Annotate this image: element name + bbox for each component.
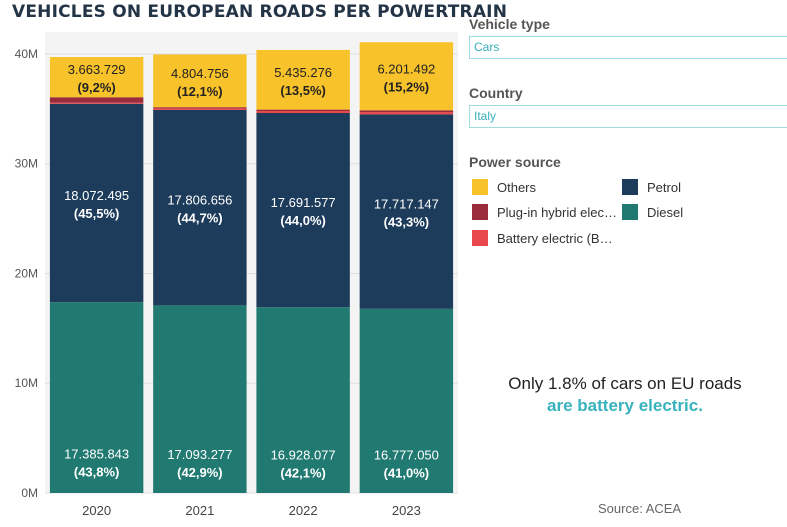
- bar-diesel-2023: [359, 308, 454, 493]
- callout-line-1: Only 1.8% of cars on EU roads: [508, 374, 742, 393]
- data-label-petrol-2021: 17.806.656: [167, 193, 232, 208]
- data-share-others-2023: (15,2%): [384, 79, 430, 94]
- data-share-petrol-2023: (43,3%): [384, 215, 430, 230]
- y-tick-30m: 30M: [15, 157, 38, 171]
- data-label-diesel-2021: 17.093.277: [167, 447, 232, 462]
- data-share-diesel-2023: (41,0%): [384, 466, 430, 481]
- data-share-others-2022: (13,5%): [280, 83, 326, 98]
- y-tick-0m: 0M: [21, 486, 38, 500]
- bar-petrol-2021: [153, 109, 247, 306]
- bar-others-2020: [49, 57, 144, 98]
- bar-others-2021: [153, 54, 247, 108]
- legend-item-petrol[interactable]: Petrol: [622, 178, 681, 196]
- data-share-others-2021: (12,1%): [177, 84, 223, 99]
- bar-others-2022: [256, 49, 350, 110]
- legend-swatch-battery-electric: [472, 230, 488, 246]
- bar-battery-electric-b-2022: [256, 111, 350, 114]
- source-note: Source: ACEA: [598, 501, 682, 516]
- legend-swatch-others: [472, 179, 488, 195]
- x-tick-2020: 2020: [82, 503, 111, 518]
- legend-item-others[interactable]: Others: [472, 178, 536, 196]
- bar-diesel-2020: [49, 302, 144, 493]
- data-share-petrol-2020: (45,5%): [74, 206, 120, 221]
- bar-plug-in-hybrid-elec-2021: [153, 107, 247, 109]
- country-filter[interactable]: Italy: [469, 105, 787, 128]
- data-label-others-2022: 5.435.276: [274, 65, 332, 80]
- bar-others-2023: [359, 42, 454, 111]
- data-label-diesel-2022: 16.928.077: [271, 447, 336, 462]
- bar-battery-electric-b-2020: [49, 102, 144, 104]
- data-label-diesel-2020: 17.385.843: [64, 447, 129, 462]
- bar-petrol-2023: [359, 114, 454, 309]
- vehicle-type-label: Vehicle type: [469, 16, 550, 32]
- callout-text: Only 1.8% of cars on EU roads are batter…: [470, 373, 780, 417]
- y-tick-40m: 40M: [15, 47, 38, 61]
- bar-battery-electric-b-2023: [359, 112, 454, 115]
- bar-plug-in-hybrid-elec-2020: [49, 97, 144, 103]
- bar-petrol-2020: [49, 103, 144, 303]
- callout-highlight: are battery electric.: [547, 396, 703, 415]
- data-label-petrol-2020: 18.072.495: [64, 188, 129, 203]
- y-tick-10m: 10M: [15, 376, 38, 390]
- legend-label-petrol: Petrol: [647, 179, 681, 195]
- bar-battery-electric-b-2021: [153, 108, 247, 110]
- legend-item-diesel[interactable]: Diesel: [622, 203, 683, 221]
- legend-swatch-diesel: [622, 204, 638, 220]
- legend-label-diesel: Diesel: [647, 204, 684, 220]
- data-label-petrol-2023: 17.717.147: [374, 197, 439, 212]
- legend-item-battery-electric[interactable]: Battery electric (B…: [472, 229, 613, 247]
- data-label-diesel-2023: 16.777.050: [374, 448, 439, 463]
- legend-swatch-plug-in-hybrid: [472, 204, 488, 220]
- data-share-petrol-2021: (44,7%): [177, 211, 223, 226]
- data-share-others-2020: (9,2%): [77, 80, 115, 95]
- bar-diesel-2022: [256, 307, 350, 493]
- x-tick-2022: 2022: [289, 503, 318, 518]
- bar-plug-in-hybrid-elec-2022: [256, 109, 350, 112]
- x-tick-2021: 2021: [185, 503, 214, 518]
- data-share-petrol-2022: (44,0%): [280, 213, 326, 228]
- bar-petrol-2022: [256, 113, 350, 308]
- data-share-diesel-2020: (43,8%): [74, 465, 120, 480]
- legend-label-plug-in-hybrid: Plug-in hybrid elec…: [497, 204, 617, 220]
- data-label-petrol-2022: 17.691.577: [271, 195, 336, 210]
- y-tick-20m: 20M: [15, 266, 38, 280]
- data-label-others-2020: 3.663.729: [68, 62, 126, 77]
- bar-plug-in-hybrid-elec-2023: [359, 110, 454, 113]
- x-tick-2023: 2023: [392, 503, 421, 518]
- data-label-others-2021: 4.804.756: [171, 66, 229, 81]
- legend-title: Power source: [469, 154, 561, 170]
- stacked-bar-chart: 0M 10M 20M 30M 40M 17.385.843 (43,8%) 17.093.27…: [15, 32, 458, 518]
- legend-item-plug-in-hybrid[interactable]: Plug-in hybrid elec…: [472, 203, 617, 221]
- country-label: Country: [469, 85, 523, 101]
- data-share-diesel-2021: (42,9%): [177, 465, 223, 480]
- legend-label-battery-electric: Battery electric (B…: [497, 230, 613, 246]
- legend-label-others: Others: [497, 179, 537, 195]
- vehicle-type-filter[interactable]: Cars: [469, 36, 787, 59]
- bar-diesel-2021: [153, 305, 247, 493]
- data-share-diesel-2022: (42,1%): [280, 465, 326, 480]
- legend-swatch-petrol: [622, 179, 638, 195]
- data-label-others-2023: 6.201.492: [377, 61, 435, 76]
- chart-title: VEHICLES ON EUROPEAN ROADS PER POWERTRAI…: [12, 2, 508, 22]
